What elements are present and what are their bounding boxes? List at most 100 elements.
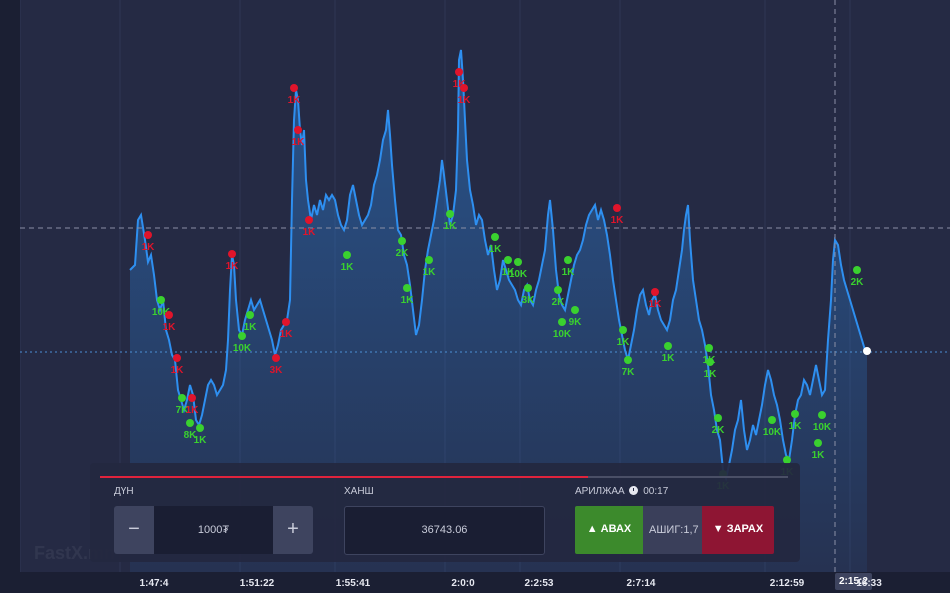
buy-marker-label: 2K (712, 425, 726, 436)
buy-marker: 1K (401, 284, 415, 306)
trade-panel: ДҮН ХАНШ АРИЛЖАА 00:17 − 1000₮ + 36743.0… (90, 463, 800, 562)
sell-marker-dot (455, 68, 463, 76)
buy-marker-dot (246, 311, 254, 319)
buy-marker-dot (504, 256, 512, 264)
buy-marker: 1K (662, 342, 675, 364)
increase-amount-button[interactable]: + (273, 506, 313, 554)
sell-marker-dot (305, 216, 313, 224)
buy-marker-label: 10K (813, 422, 832, 433)
timer-value: 00:17 (643, 486, 669, 497)
time-tick-label: 1:47:4 (139, 578, 169, 589)
buy-marker: 3K (522, 284, 535, 306)
buy-marker-label: 1K (244, 322, 258, 333)
buy-marker-label: 10K (152, 307, 171, 318)
sell-marker-label: 1K (288, 95, 302, 106)
buy-marker: 1K (704, 358, 718, 380)
buy-marker-label: 10K (763, 427, 782, 438)
sell-marker: 1K (186, 394, 200, 416)
sell-marker-dot (613, 204, 621, 212)
sell-marker-label: 1K (303, 227, 317, 238)
price-chart[interactable]: 10K 7K 8K 1K 10K 1K 1K 2K 1K 1K 1K 1K 1K 10K 3K 2K 10K 9K… (20, 0, 950, 593)
buy-marker-dot (238, 332, 246, 340)
buy-marker-dot (403, 284, 411, 292)
buy-marker-dot (564, 256, 572, 264)
buy-marker-label: 1K (812, 450, 826, 461)
sell-marker: 1K (458, 84, 472, 106)
sell-marker-label: 1K (611, 215, 625, 226)
buy-marker: 10K (813, 411, 832, 433)
buy-marker-dot (491, 233, 499, 241)
buy-marker-dot (714, 414, 722, 422)
buy-marker-dot (558, 318, 566, 326)
buy-marker-dot (398, 237, 406, 245)
buy-button[interactable]: ▲ АВАХ (575, 506, 643, 554)
buy-marker: 10K (553, 318, 572, 340)
time-tick-label: 16:33 (856, 578, 882, 589)
buy-marker: 7K (622, 356, 635, 378)
buy-marker: 1K (812, 439, 826, 461)
price-label: ХАНШ (344, 486, 374, 497)
sell-marker: 1K (292, 126, 306, 148)
buy-marker-dot (814, 439, 822, 447)
buy-marker-dot (343, 251, 351, 259)
buy-marker-dot (818, 411, 826, 419)
amount-stepper: − 1000₮ + (114, 506, 313, 554)
sell-marker: 1K (453, 68, 467, 90)
sell-marker-label: 1K (453, 79, 467, 90)
buy-marker-label: 1K (401, 295, 415, 306)
sell-marker: 1K (611, 204, 625, 226)
sell-marker: 1K (288, 84, 302, 106)
buy-marker: 10K (233, 332, 252, 354)
buy-marker-dot (706, 358, 714, 366)
buy-marker-dot (524, 284, 532, 292)
sell-button[interactable]: ▼ ЗАРАХ (702, 506, 774, 554)
sell-marker-label: 1K (458, 95, 472, 106)
sell-marker-label: 3K (270, 365, 284, 376)
buy-marker-dot (446, 210, 454, 218)
buy-marker: 2K (712, 414, 726, 436)
buy-marker-dot (425, 256, 433, 264)
buy-marker: 1K (562, 256, 576, 278)
sell-marker-dot (228, 250, 236, 258)
buy-marker-label: 1K (562, 267, 576, 278)
buy-marker-label: 9K (569, 317, 583, 328)
buy-marker: 1K (423, 256, 436, 278)
buy-marker: 9K (569, 306, 583, 328)
sell-marker: 1K (171, 354, 184, 376)
payout-display: АШИГ:1,7 (643, 506, 702, 554)
buy-marker-dot (768, 416, 776, 424)
buy-marker: 1K (194, 424, 208, 446)
amount-field[interactable]: 1000₮ (154, 506, 273, 554)
price-field[interactable]: 36743.06 (344, 506, 545, 555)
trade-timer: АРИЛЖАА 00:17 (575, 486, 668, 497)
price-area (130, 50, 867, 572)
decrease-amount-button[interactable]: − (114, 506, 154, 554)
sell-marker-label: 1K (186, 405, 200, 416)
buy-marker: 1K (789, 410, 803, 432)
buy-marker-dot (186, 419, 194, 427)
time-tick-label: 2:7:14 (626, 578, 656, 589)
buy-marker: 7K (176, 394, 189, 416)
sell-marker-dot (282, 318, 290, 326)
buy-marker-label: 1K (194, 435, 208, 446)
buy-marker-dot (619, 326, 627, 334)
buy-marker-label: 1K (704, 369, 718, 380)
sell-marker: 1K (280, 318, 293, 340)
time-tick-label: 1:51:22 (239, 578, 275, 589)
time-tick-label: 2:2:53 (524, 578, 554, 589)
buy-marker-dot (178, 394, 186, 402)
buy-marker: 2K (396, 237, 409, 259)
sell-marker: 1K (649, 288, 662, 310)
buy-marker-label: 1K (789, 421, 803, 432)
buy-marker-dot (664, 342, 672, 350)
buy-marker-dot (196, 424, 204, 432)
sell-marker-dot (144, 231, 152, 239)
buy-marker-label: 10K (553, 329, 572, 340)
buy-marker: 1K (502, 256, 515, 278)
round-progress-bar (100, 476, 788, 478)
buy-marker: 1K (444, 210, 457, 232)
sell-marker-label: 1K (292, 137, 306, 148)
sell-marker-label: 1K (142, 242, 156, 253)
